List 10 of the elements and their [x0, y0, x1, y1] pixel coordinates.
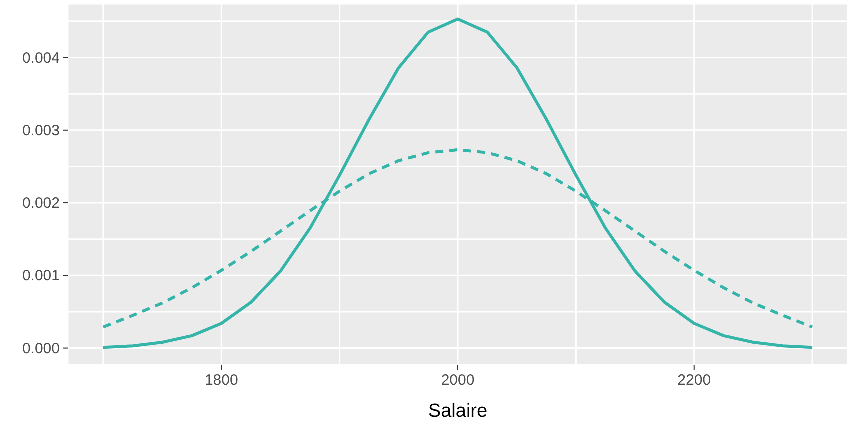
line-series [102, 18, 814, 350]
y-tick-label: 0.002 [22, 195, 60, 212]
x-tick-label: 1800 [204, 372, 238, 389]
y-tick-label: 0.001 [22, 268, 60, 285]
x-tick-label: 2200 [678, 372, 712, 389]
text: 0.000 [22, 340, 60, 358]
x-tick-label: 2000 [441, 372, 475, 389]
x-axis-title: Salaire [428, 401, 488, 422]
y-tick-label: 0.004 [22, 50, 60, 67]
y-tick-label: 0.003 [22, 122, 60, 140]
